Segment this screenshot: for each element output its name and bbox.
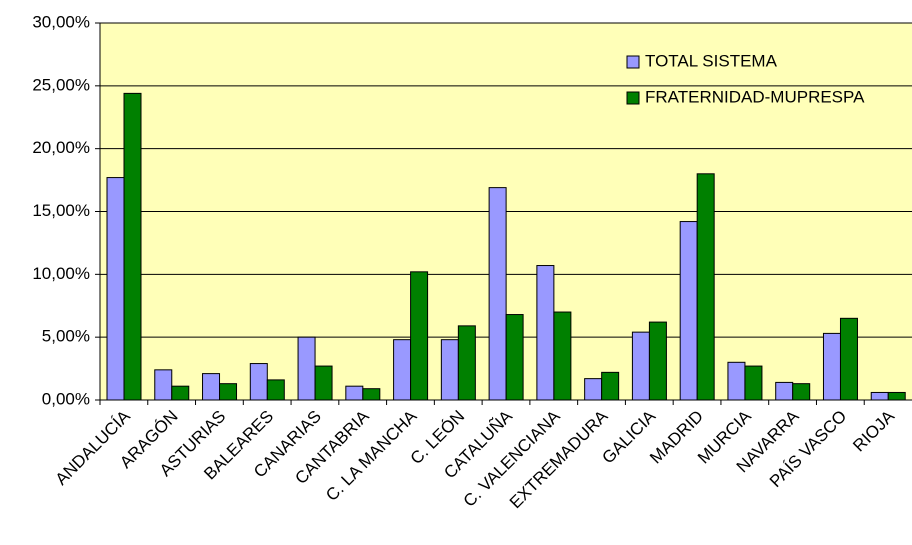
bar (505, 314, 524, 401)
bar (870, 391, 889, 401)
bar (266, 379, 285, 401)
bar (839, 317, 858, 401)
bar (393, 339, 412, 401)
bar (536, 265, 555, 401)
x-tick-label: RIOJA (849, 406, 898, 455)
bar (601, 371, 620, 401)
y-tick-label: 20,00% (32, 138, 90, 157)
bar (744, 365, 763, 401)
bar (727, 361, 746, 401)
bar (410, 271, 429, 401)
bar (696, 173, 715, 401)
y-tick-label: 10,00% (32, 264, 90, 283)
y-tick-label: 0,00% (42, 389, 90, 408)
bar (775, 381, 794, 401)
bar (106, 177, 125, 401)
bar (314, 365, 333, 401)
bar (584, 378, 603, 401)
bar (202, 373, 221, 401)
bar (488, 187, 507, 401)
x-tick-label: ANDALUCÍA (52, 406, 135, 489)
bar (362, 388, 381, 401)
legend-swatch (626, 55, 640, 69)
y-tick-label: 30,00% (32, 12, 90, 31)
bar (679, 221, 698, 401)
bar (648, 321, 667, 401)
bar (297, 336, 316, 401)
legend-label: FRATERNIDAD-MUPRESPA (645, 87, 865, 106)
y-tick-label: 25,00% (32, 75, 90, 94)
y-tick-label: 15,00% (32, 201, 90, 220)
bar (457, 325, 476, 401)
bar (171, 385, 190, 401)
bar (631, 331, 650, 401)
bar (123, 92, 142, 401)
y-tick-label: 5,00% (42, 327, 90, 346)
legend-label: TOTAL SISTEMA (645, 51, 778, 70)
bar (553, 311, 572, 401)
bar (345, 385, 364, 401)
bar (822, 332, 841, 401)
bar (219, 383, 238, 401)
bar (440, 339, 459, 401)
bar (792, 383, 811, 401)
bar (887, 391, 906, 401)
bar (154, 369, 173, 401)
bar (249, 363, 268, 401)
legend-swatch (626, 91, 640, 105)
